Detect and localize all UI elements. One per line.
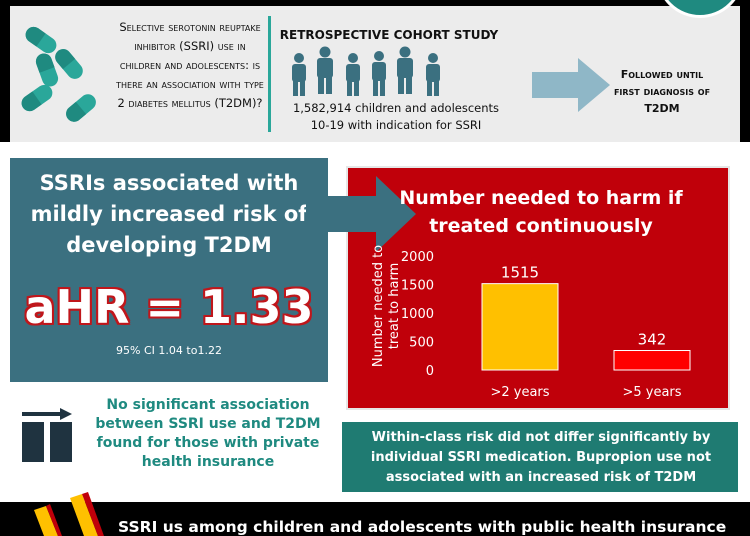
ahr-value: aHR = 1.33 [24,280,314,334]
pills-icon [18,23,108,128]
pill-icon [62,90,100,126]
arrow-right-icon [306,176,416,252]
followup-line1: Followed until [620,68,704,81]
finding-title-line1: SSRIs associated with [39,171,299,195]
within-class-text: Within-class risk did not differ signifi… [346,428,736,488]
bar-data-label: 1515 [501,264,539,282]
bar-data-label: 342 [638,331,667,349]
pill-icon [22,23,60,57]
study-description-line2: 10-19 with indication for SSRI [310,118,482,132]
followup-text: Followed until first diagnosis of T2DM [604,66,720,117]
within-class-panel [340,420,740,494]
confidence-interval: 95% CI 1.04 to1.22 [116,344,222,357]
bar [481,283,559,371]
warning-stripes-icon [34,492,104,536]
study-description-line1: 1,582,914 children and adolescents [292,101,500,115]
nnh-bar-chart: Number needed to treat to harm 0 500 1000 1… [371,245,691,400]
nnh-title-line2: treated continuously [429,215,653,237]
y-tick-label: 500 [409,336,434,351]
nnh-title-line1: Number needed to harm if [399,187,683,209]
people-icon [292,46,440,96]
x-tick-label: >2 years [490,385,549,400]
finding-title-line3: developing T2DM [66,233,272,257]
y-tick-label: 1000 [401,307,434,322]
finding-title-line2: mildly increased risk of [30,202,308,226]
arrow-right-icon [532,58,610,112]
hazard-ratio-panel [10,158,328,382]
research-question: Selective serotonin reuptake inhibitor (… [116,20,264,110]
within-class-line3: associated with an increased risk of T2D… [385,470,697,485]
nnh-title: Number needed to harm if treated continu… [356,184,726,240]
bottom-banner [0,502,750,536]
within-class-line2: individual SSRI medication. Bupropion us… [370,450,712,465]
bottom-banner-text: SSRI us among children and adolescents w… [118,518,727,536]
bar [613,350,691,371]
y-tick-label: 2000 [401,250,434,265]
y-tick-label: 1500 [401,279,434,294]
insurance-icon [22,408,72,462]
study-title: RETROSPECTIVE COHORT STUDY [279,28,499,42]
followup-line2: first diagnosis of [613,85,711,98]
within-class-line1: Within-class risk did not differ signifi… [371,430,711,445]
y-axis-label-line2: treat to harm [387,263,402,350]
followup-line3: T2DM [644,102,680,115]
study-description: 1,582,914 children and adolescents 10-19… [276,100,516,134]
finding-title: SSRIs associated with mildly increased r… [10,168,328,261]
y-axis-label-line1: Number needed to [371,245,386,367]
private-insurance-finding: No significant association between SSRI … [95,397,321,470]
x-tick-label: >5 years [622,385,681,400]
divider [268,16,271,132]
y-tick-label: 0 [426,364,434,379]
